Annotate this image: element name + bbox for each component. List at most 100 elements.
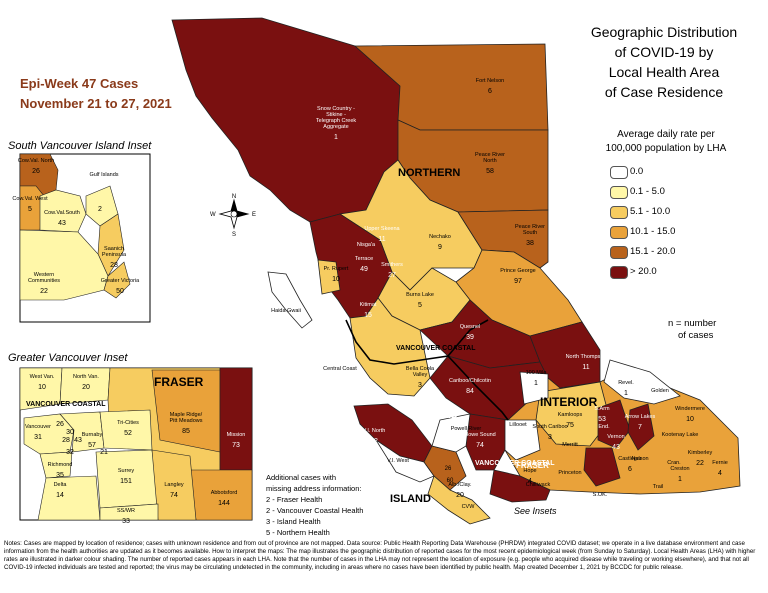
lha-name: Terrace	[355, 256, 373, 262]
lha-name: Nisga'a	[357, 242, 376, 248]
lha-label: Arrow Lakes 7	[625, 414, 656, 431]
legend: Average daily rate per 100,000 populatio…	[586, 128, 746, 296]
n-note-line-2: of cases	[678, 330, 714, 341]
lha-label: Revel. 1	[618, 380, 634, 397]
epi-week-dates: November 21 to 27, 2021	[20, 96, 172, 111]
lha-label: Chilliwack	[526, 482, 551, 488]
lha-case-count: 1	[624, 390, 628, 397]
lha-name: Vernon	[607, 434, 624, 440]
lha-label: North Van. 20	[73, 374, 99, 391]
lha-name: Peace River	[475, 152, 505, 158]
epi-week-heading: Epi-Week 47 Cases November 21 to 27, 202…	[20, 74, 220, 114]
lha-name: Quesnel	[460, 324, 481, 330]
lha-name: Peninsula	[102, 252, 127, 258]
inset-label-fraser: FRASER	[154, 375, 204, 389]
lha-label: S.Arm 53	[594, 406, 610, 423]
lha-name: Lillooet	[509, 422, 527, 428]
lha-label: Kamloops 75	[558, 412, 583, 429]
region-lillooet	[504, 419, 541, 461]
lha-case-count: 53	[598, 416, 606, 423]
compass-e: E	[252, 212, 256, 218]
legend-item: 5.1 - 10.0	[610, 206, 670, 220]
lha-name: South Cariboo	[532, 424, 567, 430]
legend-label: 0.1 - 5.0	[630, 186, 665, 197]
lha-label: South Cariboo 3	[532, 424, 567, 441]
lha-name: North	[483, 158, 496, 164]
lha-label: Central Coast	[323, 366, 357, 372]
lha-case-count: 6	[628, 466, 632, 473]
lha-label: Cow.Val. West 5	[12, 196, 48, 213]
lha-label: West Van. 10	[30, 374, 55, 391]
region-vi-south	[427, 475, 491, 525]
lha-name: Fort Nelson	[476, 78, 504, 84]
additional-cases-item: 2 - Vancouver Coastal Health	[266, 506, 364, 515]
lha-label: Terrace 49	[355, 256, 373, 273]
lha-name: Abbotsford	[211, 490, 238, 496]
lha-case-count: 10	[332, 276, 340, 283]
lha-name: Mission	[227, 432, 246, 438]
lha-case-count: 38	[526, 240, 534, 247]
lha-case-count: 9	[438, 244, 442, 251]
lha-label: Cow.Val. North 26	[18, 158, 54, 175]
lha-case-count: 144	[218, 500, 230, 507]
lha-name: Trail	[653, 484, 664, 490]
region-south-ok	[583, 447, 621, 487]
region-label-island-south: ISLAND	[390, 493, 431, 505]
lha-name: Greater Victoria	[101, 278, 140, 284]
additional-cases-item: 3 - Island Health	[266, 517, 321, 526]
lha-name: SS/WR	[117, 508, 135, 514]
lha-name: Golden	[651, 388, 669, 394]
lha-label: Cariboo/Chilcotin 84	[449, 378, 491, 395]
lha-case-count: 52	[124, 430, 132, 437]
lha-name: Cow.Val. West	[12, 196, 48, 202]
lha-case-count: 7	[638, 424, 642, 431]
lha-label: Creston 1	[670, 466, 689, 483]
lha-name: Kootenay Lake	[662, 432, 699, 438]
lha-case-count: 74	[476, 442, 484, 449]
additional-cases-title-1: Additional cases with	[266, 473, 337, 482]
lha-case-count: 10	[38, 384, 46, 391]
lha-case-count: 74	[170, 492, 178, 499]
lha-label: Nelson	[631, 456, 648, 462]
lha-case-count: 5	[28, 206, 32, 213]
lha-name: Haida Gwaii	[271, 308, 301, 314]
lha-label: V.I. North 22	[363, 428, 386, 445]
south-island-inset-title: South Vancouver Island Inset	[8, 140, 152, 152]
compass-w: W	[210, 212, 216, 218]
legend-title-line-1: Average daily rate per	[617, 129, 715, 140]
lha-name: Merritt	[562, 442, 578, 448]
lha-case-count: 49	[360, 266, 368, 273]
lha-name: Hope	[523, 468, 536, 474]
legend-item: 10.1 - 15.0	[610, 226, 675, 240]
lha-case-count: 57	[88, 442, 96, 449]
lha-name: Telegraph Creek	[316, 118, 357, 124]
lha-label: Delta 14	[54, 482, 68, 499]
lha-label: Langley 74	[164, 482, 184, 499]
lha-name: South	[523, 230, 537, 236]
lha-case-count: 15	[364, 312, 372, 319]
lha-name: Burnaby	[82, 432, 103, 438]
lha-case-count: 58	[486, 168, 494, 175]
region-central-coast	[349, 297, 431, 397]
lha-label: Greater Victoria 50	[101, 278, 140, 295]
lha-name: S.Arm	[594, 406, 610, 412]
lha-name: Creston	[670, 466, 689, 472]
legend-label: > 20.0	[630, 266, 657, 277]
lha-name: V.I. North	[363, 428, 386, 434]
lha-label: Merritt	[562, 442, 578, 448]
south-island-inset	[19, 153, 151, 323]
lha-name: Windermere	[675, 406, 705, 412]
compass-s: S	[232, 232, 236, 238]
lha-label: Richmond 35	[48, 462, 73, 479]
lha-label: Powell River	[451, 426, 482, 432]
legend-swatch	[610, 246, 628, 259]
lha-case-count: 6	[488, 88, 492, 95]
title-line-1: Geographic Distribution	[590, 24, 738, 40]
lha-name: Gulf Islands	[89, 172, 118, 178]
lha-label: Castlegar 6	[618, 456, 642, 473]
lha-name: Chilliwack	[526, 482, 551, 488]
lha-label: V.I. West	[387, 458, 409, 464]
main-map-regions	[171, 17, 741, 525]
lha-case-count: 1	[534, 380, 538, 387]
